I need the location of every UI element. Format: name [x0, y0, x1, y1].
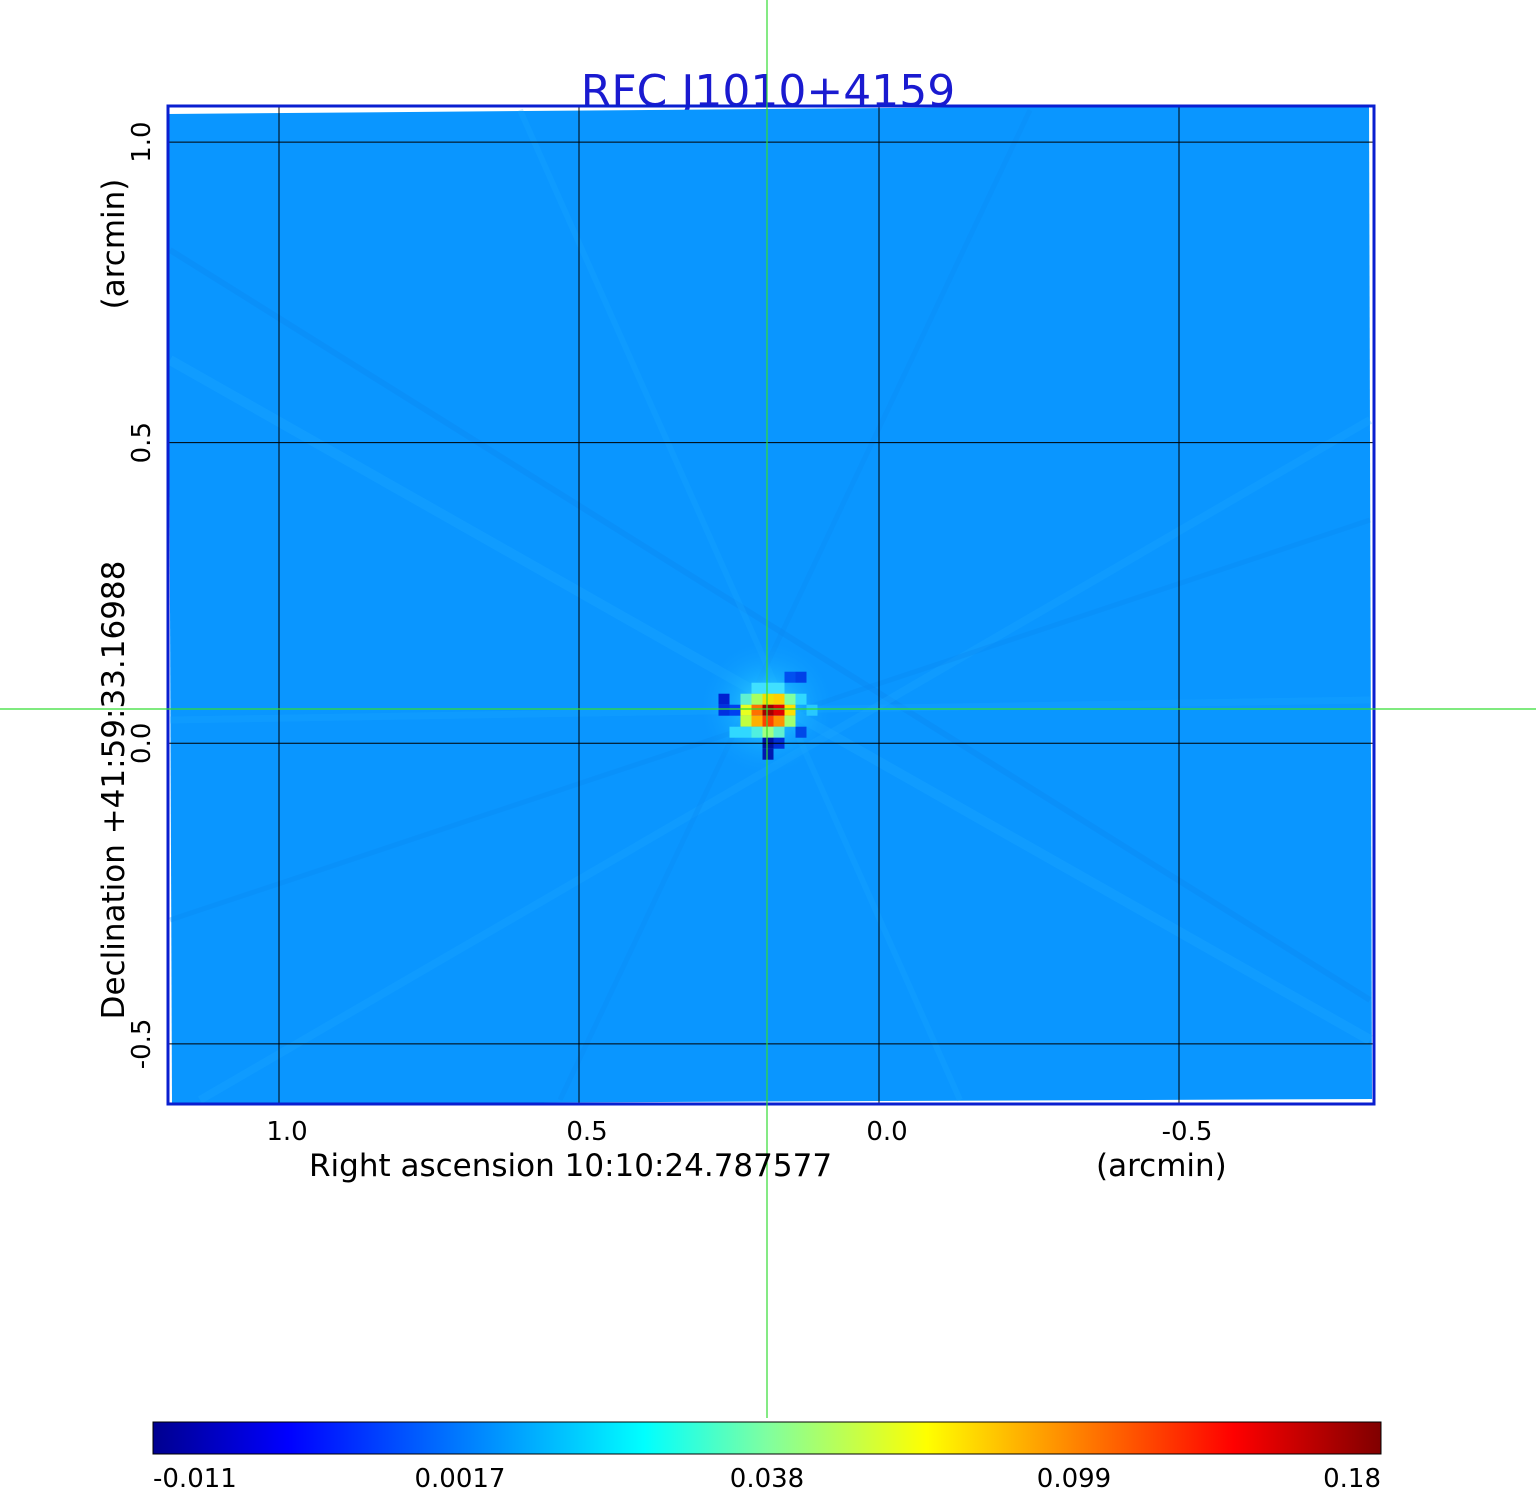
source-pixel — [773, 693, 785, 705]
source-pixel — [784, 671, 796, 683]
x-tick-label: 0.5 — [566, 1117, 607, 1147]
colorbar-tick-label: 0.0017 — [415, 1464, 506, 1494]
source-pixel — [773, 726, 785, 738]
source-pixel — [740, 715, 752, 727]
source-pixel — [718, 693, 730, 705]
source-pixel — [762, 726, 774, 738]
source-pixel — [795, 671, 807, 683]
source-pixel — [762, 704, 774, 716]
colorbar — [152, 1421, 1382, 1455]
source-pixel — [751, 693, 763, 705]
x-axis-unit: (arcmin) — [1096, 1148, 1227, 1184]
plot-frame — [166, 104, 1376, 1106]
source-pixel — [773, 682, 785, 694]
source-pixel — [795, 693, 807, 705]
source-pixel — [806, 704, 818, 716]
source-pixel — [740, 704, 752, 716]
source-pixel — [773, 715, 785, 727]
colorbar-tick-labels: -0.011 0.0017 0.038 0.099 0.18 — [153, 1464, 1381, 1494]
colorbar-tick-label: 0.099 — [1037, 1464, 1111, 1494]
y-tick-label: 0.5 — [127, 422, 157, 463]
y-tick-label: 0.0 — [127, 723, 157, 764]
y-tick-label: -0.5 — [127, 1019, 157, 1070]
source-pixel — [751, 704, 763, 716]
colorbar-tick-label: 0.038 — [730, 1464, 804, 1494]
source-pixel — [762, 748, 774, 760]
source-pixel — [751, 726, 763, 738]
source-pixel — [740, 693, 752, 705]
source-pixel — [729, 704, 741, 716]
source-pixel — [740, 726, 752, 738]
sky-image — [168, 106, 1372, 1104]
y-axis-unit: (arcmin) — [96, 178, 132, 310]
source-pixel — [795, 726, 807, 738]
image-field — [168, 106, 1373, 1104]
source-pixel — [762, 715, 774, 727]
tick-labels: 1.0 0.5 0.0 -0.5 1.0 0.5 0.0 -0.5 — [127, 121, 1212, 1147]
source-pixel — [718, 704, 730, 716]
grid-lines — [168, 106, 1374, 1104]
x-tick-label: -0.5 — [1162, 1117, 1213, 1147]
colorbar-tick-label: -0.011 — [153, 1464, 237, 1494]
source-pixel — [784, 704, 796, 716]
source-pixel — [762, 693, 774, 705]
source-pixel — [762, 682, 774, 694]
x-tick-label: 0.0 — [866, 1117, 907, 1147]
source-pixel — [784, 693, 796, 705]
x-axis-label: Right ascension 10:10:24.787577 — [309, 1148, 833, 1184]
source-pixel — [773, 704, 785, 716]
source-pixel — [729, 726, 741, 738]
y-axis-label: Declination +41:59:33.16988 — [96, 560, 132, 1020]
colorbar-tick-label: 0.18 — [1323, 1464, 1381, 1494]
source-pixel — [784, 715, 796, 727]
source-pixel — [751, 682, 763, 694]
source-pixels — [718, 671, 818, 760]
y-tick-label: 1.0 — [127, 121, 157, 162]
x-tick-label: 1.0 — [266, 1117, 307, 1147]
source-pixel — [751, 715, 763, 727]
